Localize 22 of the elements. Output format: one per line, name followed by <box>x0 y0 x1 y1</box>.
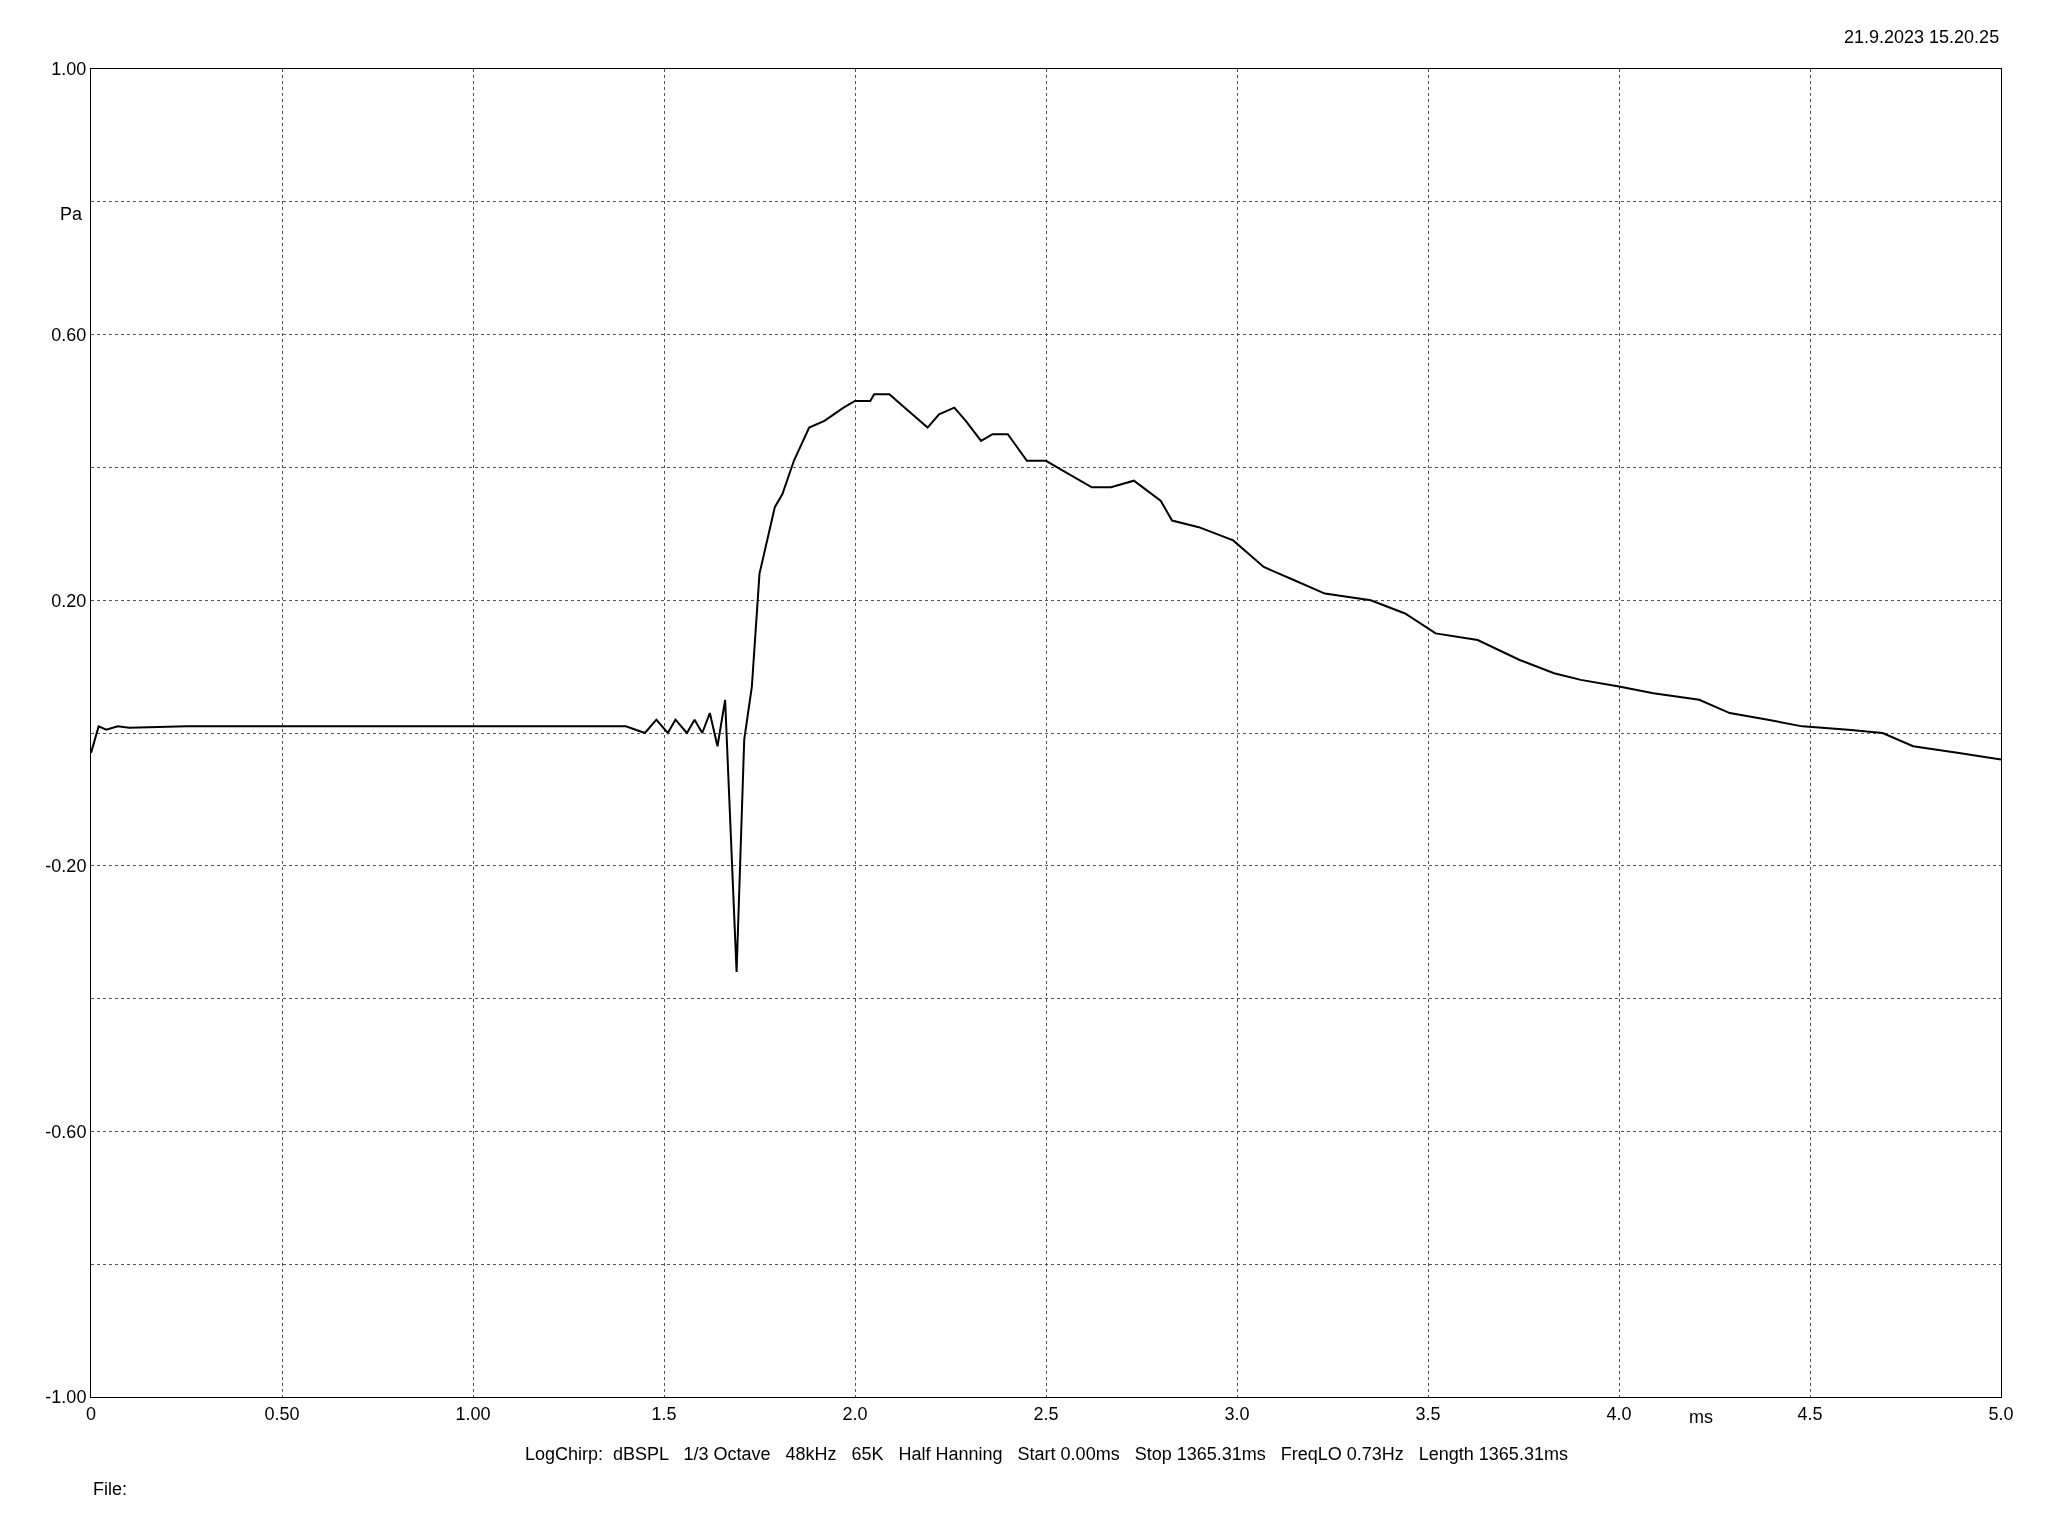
x-tick-label: 1.5 <box>651 1403 677 1424</box>
x-axis-title: ms <box>1689 1407 1713 1427</box>
x-tick-label: 0 <box>85 1403 97 1424</box>
y-tick-label: -0.60 <box>45 1121 87 1142</box>
x-tick-label: 5.0 <box>1988 1403 2014 1424</box>
y-tick-label: 1.00 <box>51 59 87 80</box>
text: File: <box>93 1479 128 1499</box>
text: 21.9.2023 15.20.25 <box>1844 27 2000 47</box>
x-tick-label: 1.00 <box>455 1403 491 1424</box>
x-tick-label: 4.5 <box>1797 1403 1823 1424</box>
x-tick-label: 2.0 <box>842 1403 868 1424</box>
y-tick-label: -1.00 <box>45 1387 87 1408</box>
text: LogChirp: dBSPL 1/3 Octave 48kHz 65K Half Hanning Start 0.00ms Stop 1365.31ms FreqLO 0.73Hz Length 1365.31ms <box>525 1444 1568 1464</box>
y-axis-title: Pa <box>60 204 84 224</box>
x-tick-label: 4.0 <box>1606 1403 1632 1424</box>
x-tick-label: 3.0 <box>1224 1403 1250 1424</box>
x-tick-label: 3.5 <box>1415 1403 1441 1424</box>
x-tick-label: 0.50 <box>264 1403 300 1424</box>
y-tick-label: 0.20 <box>51 590 87 611</box>
x-tick-label: 2.5 <box>1033 1403 1059 1424</box>
y-tick-label: 0.60 <box>51 324 87 345</box>
y-tick-label: -0.20 <box>45 856 87 877</box>
